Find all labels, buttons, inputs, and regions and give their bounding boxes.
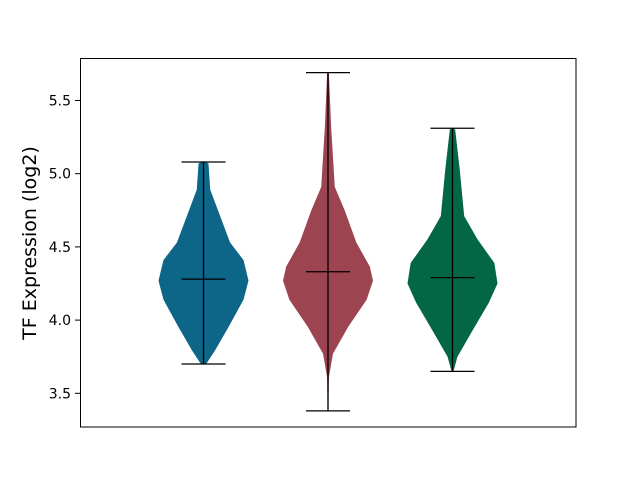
violin-1	[158, 161, 249, 365]
y-tick-label: 5.5	[49, 93, 71, 109]
violin-2	[283, 71, 373, 412]
y-tick-label: 4.0	[49, 313, 71, 329]
y-axis: 3.5 4.0 4.5 5.0 5.5	[49, 93, 80, 402]
y-axis-label: TF Expression (log2)	[19, 146, 41, 341]
y-tick-label: 3.5	[49, 386, 71, 402]
y-tick-label: 4.5	[49, 240, 71, 256]
plot-frame	[80, 58, 577, 428]
violins	[158, 71, 498, 412]
violin-3	[407, 127, 498, 373]
y-tick-label: 5.0	[49, 167, 71, 183]
